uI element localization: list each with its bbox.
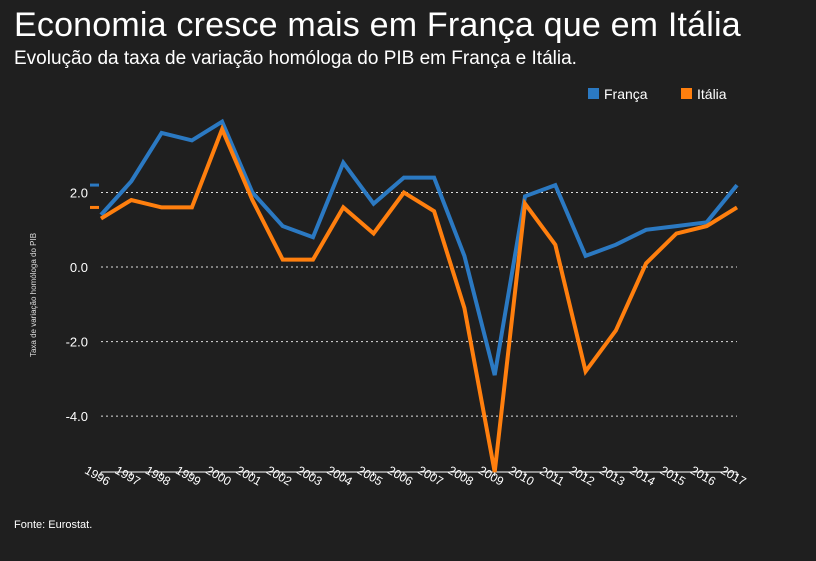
x-tick-label: 2010 [506, 463, 536, 489]
x-tick-label: 2007 [416, 463, 446, 489]
legend-label-italia: Itália [697, 86, 727, 102]
x-tick-label: 2001 [234, 463, 264, 489]
x-tick-label: 2003 [294, 463, 324, 489]
y-tick-label: 2.0 [70, 186, 88, 201]
series-line-italia [99, 123, 739, 473]
grid-lines [101, 192, 737, 417]
x-tick-label: 2002 [264, 463, 294, 489]
x-tick-label: 2006 [385, 463, 415, 489]
x-tick-label: 2004 [325, 463, 355, 489]
x-tick-label: 1996 [82, 463, 112, 489]
y-tick-label: -2.0 [66, 335, 88, 350]
legend-label-franca: França [604, 86, 648, 102]
x-tick-label: 2015 [658, 463, 688, 489]
x-tick-label: 2014 [628, 463, 658, 489]
x-tick-label: 2017 [718, 463, 748, 489]
y-tick-label: 0.0 [70, 260, 88, 275]
chart-title: Economia cresce mais em França que em It… [14, 6, 741, 44]
y-axis-label: Taxa de variação homóloga do PIB [29, 233, 38, 357]
x-tick-label: 2016 [688, 463, 718, 489]
series-lines [90, 118, 739, 473]
x-tick-label: 2000 [204, 463, 234, 489]
x-tick-label: 2005 [355, 463, 385, 489]
x-tick-label: 2011 [537, 464, 567, 489]
x-tick-label: 1997 [113, 463, 143, 489]
x-tick-label: 2009 [476, 463, 506, 489]
chart-subtitle: Evolução da taxa de variação homóloga do… [14, 48, 577, 69]
legend-swatch-italia [681, 88, 692, 99]
source-note: Fonte: Eurostat. [14, 519, 93, 531]
x-tick-label: 2013 [597, 463, 627, 489]
legend-swatch-franca [588, 88, 599, 99]
y-axis-ticks: 2.0 0.0 -2.0 -4.0 [66, 186, 88, 425]
x-axis: 1996 1997 1998 1999 2000 2001 2002 2003 2004 2005… [82, 463, 748, 489]
series-line-franca [99, 118, 739, 376]
legend: França Itália [588, 86, 727, 102]
x-tick-label: 2008 [446, 463, 476, 489]
x-tick-label: 1998 [143, 463, 173, 489]
x-tick-label: 2012 [567, 463, 597, 489]
x-tick-label: 1999 [173, 463, 203, 489]
y-tick-label: -4.0 [66, 409, 88, 424]
